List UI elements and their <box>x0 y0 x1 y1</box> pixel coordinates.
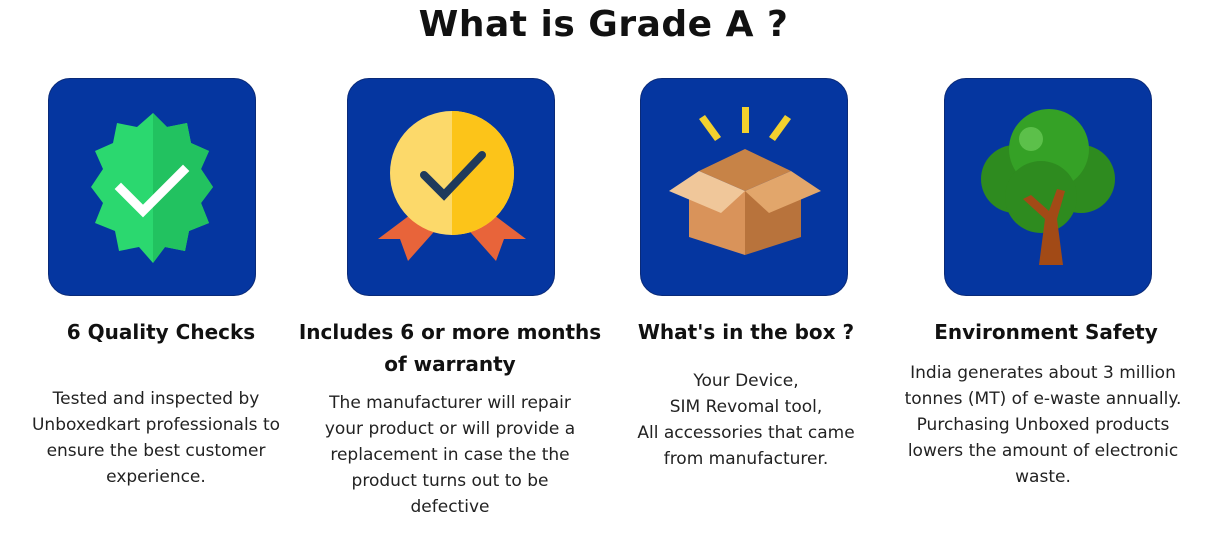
text-line: from manufacturer. <box>663 449 829 469</box>
open-box-icon <box>669 107 821 255</box>
card-text-warranty: The manufacturer will repair your produc… <box>300 390 600 520</box>
tree-icon <box>981 109 1115 265</box>
warranty-tile <box>347 78 555 296</box>
text-line: product turns out to be <box>351 471 549 491</box>
environment-tile <box>944 78 1152 296</box>
text-line: defective <box>410 497 490 517</box>
text-line: tonnes (MT) of e-waste annually. <box>904 389 1182 409</box>
card-text-environment: India generates about 3 million tonnes (… <box>890 360 1196 490</box>
page-title: What is Grade A ? <box>418 4 789 45</box>
card-heading-environment: Environment Safety <box>934 320 1158 344</box>
card-heading-warranty: Includes 6 or more months of warranty <box>290 316 610 380</box>
card-heading-quality: 6 Quality Checks <box>66 320 256 344</box>
card-text-box: Your Device, SIM Revomal tool, All acces… <box>615 368 877 472</box>
heading-line: of warranty <box>384 352 516 376</box>
text-line: Purchasing Unboxed products <box>916 415 1170 435</box>
box-contents-tile <box>640 78 848 296</box>
text-line: Tested and inspected by <box>52 389 260 409</box>
card-heading-box: What's in the box ? <box>637 320 855 344</box>
warranty-medal-icon <box>378 111 526 261</box>
card-text-quality: Tested and inspected by Unboxedkart prof… <box>10 386 302 490</box>
text-line: All accessories that came <box>637 423 855 443</box>
heading-line: Includes 6 or more months <box>298 320 602 344</box>
text-line: SIM Revomal tool, <box>669 397 823 417</box>
quality-checks-tile <box>48 78 256 296</box>
text-line: The manufacturer will repair <box>329 393 571 413</box>
text-line: ensure the best customer <box>46 441 266 461</box>
verified-badge-icon <box>91 113 213 263</box>
text-line: Unboxedkart professionals to <box>31 415 281 435</box>
text-line: your product or will provide a <box>324 419 576 439</box>
text-line: waste. <box>1015 467 1071 487</box>
text-line: replacement in case the the <box>330 445 570 465</box>
text-line: lowers the amount of electronic <box>907 441 1179 461</box>
text-line: experience. <box>106 467 206 487</box>
text-line: India generates about 3 million <box>910 363 1176 383</box>
text-line: Your Device, <box>693 371 799 391</box>
